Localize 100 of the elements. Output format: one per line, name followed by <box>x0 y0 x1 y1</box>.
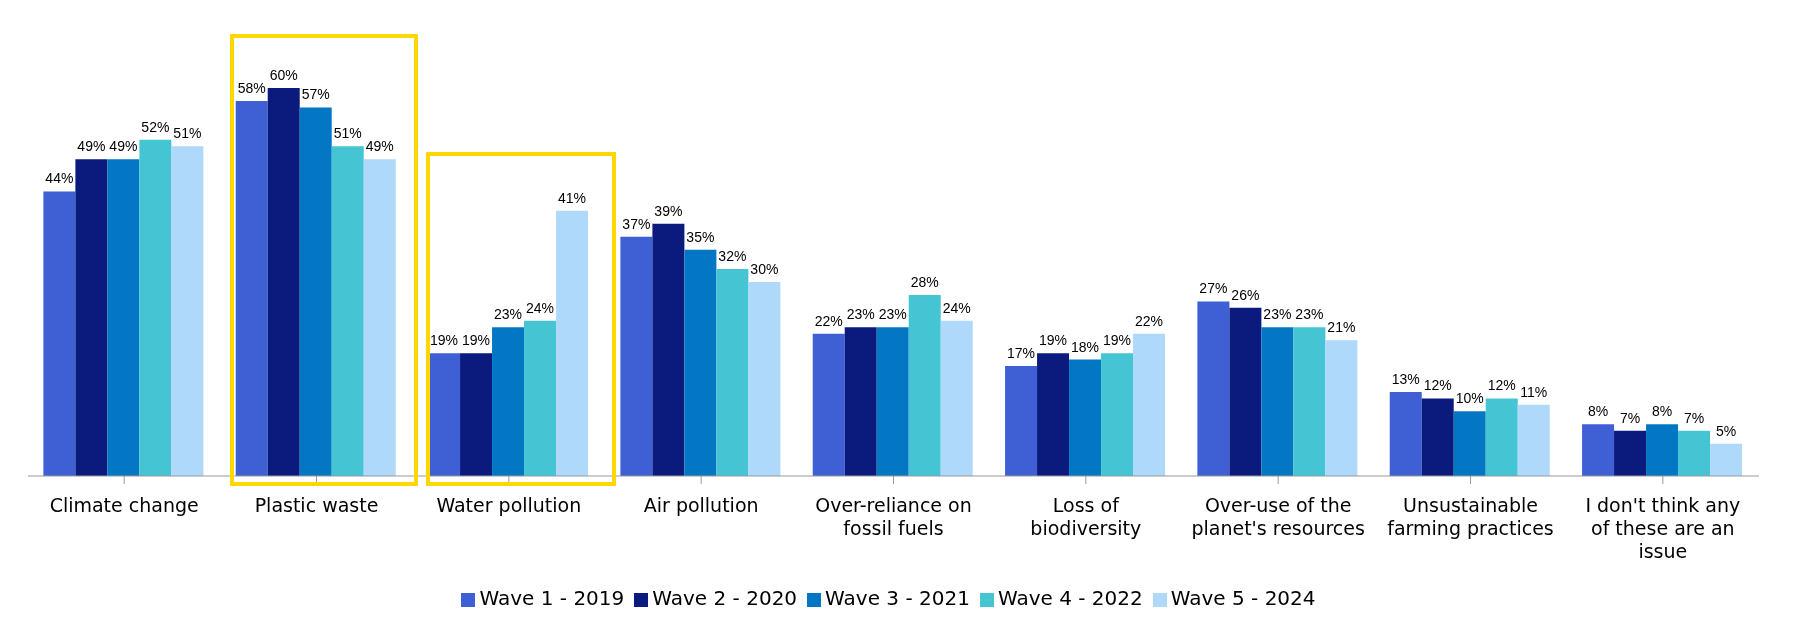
bar <box>1325 340 1358 476</box>
legend-label: Wave 3 - 2021 <box>825 586 970 610</box>
bar <box>171 146 204 476</box>
bar <box>1710 443 1743 476</box>
bar <box>1453 411 1486 476</box>
data-label: 12% <box>1487 377 1516 394</box>
bar <box>139 139 172 476</box>
data-label: 51% <box>333 125 362 142</box>
bar <box>299 107 332 476</box>
data-label: 58% <box>237 79 266 96</box>
data-label: 17% <box>1007 345 1036 362</box>
legend-label: Wave 4 - 2022 <box>997 586 1143 610</box>
bar <box>1293 327 1326 476</box>
data-label: 23% <box>494 306 523 323</box>
data-label: 27% <box>1199 280 1228 297</box>
bar <box>1005 366 1038 476</box>
data-label: 23% <box>878 306 907 323</box>
bar <box>1197 301 1230 476</box>
x-tick-label: Over-reliance on fossil fuels <box>815 494 972 539</box>
bar <box>363 159 396 476</box>
bar <box>107 159 140 476</box>
data-label: 52% <box>141 118 170 135</box>
data-label: 8% <box>1651 403 1673 420</box>
bar <box>1069 359 1102 476</box>
bar <box>492 327 525 476</box>
x-tick-label: Over-use of the planet's resources <box>1191 494 1365 539</box>
data-label: 19% <box>1039 332 1068 349</box>
bar <box>1517 404 1550 476</box>
bar <box>235 100 268 476</box>
data-label: 21% <box>1327 319 1356 336</box>
data-label: 22% <box>1135 312 1164 329</box>
data-label: 44% <box>45 170 74 187</box>
x-tick-label: Water pollution <box>436 494 582 516</box>
bar <box>556 210 589 476</box>
bar <box>1421 398 1454 476</box>
bar <box>940 320 973 476</box>
x-tick-label: Plastic waste <box>254 494 379 516</box>
data-label: 57% <box>301 86 330 103</box>
data-label: 8% <box>1587 403 1609 420</box>
data-label: 11% <box>1520 383 1548 400</box>
bar <box>460 353 493 476</box>
data-label: 30% <box>750 261 779 277</box>
data-label: 39% <box>654 202 683 219</box>
bar <box>1485 398 1518 476</box>
data-label: 19% <box>430 332 459 349</box>
bar <box>267 88 300 476</box>
data-label: 19% <box>462 332 491 349</box>
data-label: 23% <box>1295 306 1324 323</box>
data-label: 13% <box>1391 370 1420 387</box>
data-label: 28% <box>910 273 939 290</box>
bar <box>1133 333 1166 476</box>
data-label: 49% <box>365 138 394 155</box>
bar <box>43 191 76 476</box>
bar <box>716 269 749 476</box>
bar <box>620 236 653 476</box>
bar <box>1582 424 1615 476</box>
data-label: 49% <box>77 138 106 155</box>
x-tick-label: Climate change <box>49 494 199 516</box>
data-label: 7% <box>1619 409 1641 426</box>
data-label: 51% <box>173 125 202 142</box>
data-label: 24% <box>942 299 971 316</box>
bar <box>684 249 717 476</box>
bar <box>748 282 781 476</box>
legend-label: Wave 5 - 2024 <box>1170 586 1316 610</box>
data-label: 7% <box>1683 409 1705 426</box>
x-tick-label: I don't think any of these are an issue <box>1585 494 1741 562</box>
data-label: 35% <box>686 228 715 245</box>
bar <box>652 223 685 476</box>
legend-label: Wave 2 - 2020 <box>652 586 798 610</box>
bar <box>75 159 108 476</box>
bar <box>1614 430 1647 476</box>
data-label: 60% <box>269 67 298 83</box>
x-tick-label: Air pollution <box>643 494 759 516</box>
bar <box>1261 327 1294 476</box>
data-label: 37% <box>622 215 651 232</box>
data-label: 18% <box>1071 338 1100 355</box>
bar <box>524 320 557 476</box>
x-tick-label: Unsustainable farming practices <box>1387 494 1554 539</box>
bar <box>908 294 941 476</box>
data-label: 10% <box>1455 390 1484 407</box>
data-label: 41% <box>558 189 587 206</box>
data-label: 23% <box>1263 306 1292 323</box>
data-label: 5% <box>1715 422 1737 439</box>
bar <box>1678 430 1711 476</box>
bar <box>1389 391 1422 476</box>
bar <box>1101 353 1134 476</box>
data-label: 24% <box>526 299 555 316</box>
data-label: 49% <box>109 138 138 155</box>
data-label: 23% <box>846 306 875 323</box>
bar <box>1646 424 1679 476</box>
bar <box>428 353 461 476</box>
bar <box>876 327 909 476</box>
bar <box>844 327 877 476</box>
bar <box>1229 307 1262 476</box>
bar <box>1037 353 1070 476</box>
bar <box>331 146 364 476</box>
data-label: 19% <box>1103 332 1132 349</box>
data-label: 26% <box>1231 286 1260 303</box>
bar <box>812 333 845 476</box>
data-label: 22% <box>814 312 843 329</box>
